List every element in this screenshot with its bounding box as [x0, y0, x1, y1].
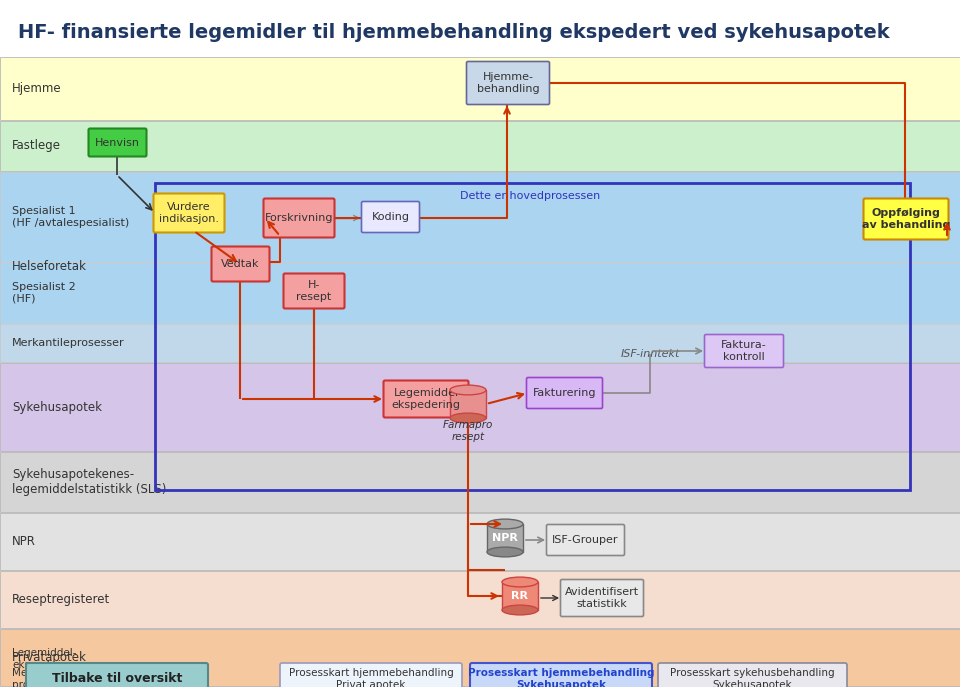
- Bar: [450, 390, 486, 418]
- FancyBboxPatch shape: [546, 524, 625, 556]
- FancyBboxPatch shape: [470, 663, 652, 687]
- Text: Avidentifisert
statistikk: Avidentifisert statistikk: [564, 587, 639, 609]
- Ellipse shape: [450, 413, 486, 423]
- Text: Faktura-
kontroll: Faktura- kontroll: [721, 340, 767, 362]
- Text: Tilbake til oversikt: Tilbake til oversikt: [52, 673, 182, 686]
- Text: Hjemme-
behandling: Hjemme- behandling: [477, 72, 540, 94]
- Text: Forskrivning: Forskrivning: [265, 213, 333, 223]
- Ellipse shape: [450, 385, 486, 395]
- FancyBboxPatch shape: [154, 194, 225, 232]
- Bar: [0, 571, 960, 628]
- Text: NPR: NPR: [492, 533, 518, 543]
- Text: Legemiddel-
ekspedisjon: Legemiddel- ekspedisjon: [12, 648, 77, 670]
- FancyBboxPatch shape: [658, 663, 847, 687]
- FancyBboxPatch shape: [467, 62, 549, 104]
- Ellipse shape: [502, 605, 538, 615]
- Text: Prosesskart hjemmebehandling
Sykehusapotek: Prosesskart hjemmebehandling Sykehusapot…: [468, 668, 655, 687]
- Text: Fakturering: Fakturering: [533, 388, 596, 398]
- FancyBboxPatch shape: [88, 128, 147, 157]
- FancyBboxPatch shape: [263, 199, 334, 238]
- Text: Vurdere
indikasjon.: Vurdere indikasjon.: [159, 202, 219, 224]
- Ellipse shape: [502, 577, 538, 587]
- Text: NPR: NPR: [12, 535, 36, 548]
- Text: Spesialist 2
(HF): Spesialist 2 (HF): [12, 282, 76, 304]
- Bar: [0, 57, 960, 120]
- FancyBboxPatch shape: [362, 201, 420, 232]
- Bar: [487, 524, 523, 552]
- Text: Merkantileprosesser: Merkantileprosesser: [12, 338, 125, 348]
- Bar: [0, 121, 960, 171]
- FancyBboxPatch shape: [561, 580, 643, 616]
- Text: ISF-Grouper: ISF-Grouper: [552, 535, 619, 545]
- FancyBboxPatch shape: [280, 663, 462, 687]
- Ellipse shape: [487, 519, 523, 529]
- Bar: [0, 363, 960, 451]
- FancyBboxPatch shape: [383, 381, 468, 418]
- Bar: [502, 582, 538, 610]
- Text: Sykehusapotek: Sykehusapotek: [12, 401, 102, 414]
- Text: H-
resept: H- resept: [297, 280, 331, 302]
- Bar: [0, 629, 960, 686]
- FancyBboxPatch shape: [526, 377, 603, 409]
- Text: RR: RR: [512, 591, 529, 601]
- Text: Privatapotek: Privatapotek: [12, 651, 86, 664]
- Text: Reseptregisteret: Reseptregisteret: [12, 593, 110, 606]
- Text: ISF-inntekt: ISF-inntekt: [620, 349, 680, 359]
- Bar: [0, 172, 960, 262]
- FancyBboxPatch shape: [211, 247, 270, 282]
- Text: Hjemme: Hjemme: [12, 82, 61, 95]
- Bar: [0, 513, 960, 570]
- Bar: [155, 183, 910, 490]
- Ellipse shape: [487, 547, 523, 557]
- Text: Helseforetak: Helseforetak: [12, 260, 86, 273]
- FancyBboxPatch shape: [863, 199, 948, 240]
- Text: Henvisn: Henvisn: [95, 137, 140, 148]
- Bar: [0, 324, 960, 362]
- Text: Oppfølging
av behandling: Oppfølging av behandling: [862, 208, 950, 229]
- Text: Spesialist 1
(HF /avtalespesialist): Spesialist 1 (HF /avtalespesialist): [12, 206, 130, 228]
- Text: Koding: Koding: [372, 212, 410, 222]
- Text: Vedtak: Vedtak: [221, 259, 260, 269]
- Text: Dette er hovedprosessen: Dette er hovedprosessen: [460, 191, 600, 201]
- Text: Farmapro
resept: Farmapro resept: [443, 420, 493, 442]
- Bar: [0, 452, 960, 512]
- Text: Legemiddel
ekspedering: Legemiddel ekspedering: [392, 388, 461, 410]
- Bar: [0, 263, 960, 323]
- Text: Merkantile
prosesser: Merkantile prosesser: [12, 668, 67, 687]
- Text: Sykehusapotekenes-
legemiddelstatistikk (SLS): Sykehusapotekenes- legemiddelstatistikk …: [12, 468, 166, 496]
- Text: HF- finansierte legemidler til hjemmebehandling ekspedert ved sykehusapotek: HF- finansierte legemidler til hjemmebeh…: [18, 23, 890, 41]
- FancyBboxPatch shape: [283, 273, 345, 308]
- Text: Prosesskart hjemmebehandling
Privat apotek: Prosesskart hjemmebehandling Privat apot…: [289, 668, 453, 687]
- FancyBboxPatch shape: [705, 335, 783, 368]
- Text: Fastlege: Fastlege: [12, 139, 61, 153]
- Bar: [0, 172, 960, 362]
- FancyBboxPatch shape: [26, 663, 208, 687]
- Text: Prosesskart sykehusbehandling
Sykehusapotek: Prosesskart sykehusbehandling Sykehusapo…: [670, 668, 835, 687]
